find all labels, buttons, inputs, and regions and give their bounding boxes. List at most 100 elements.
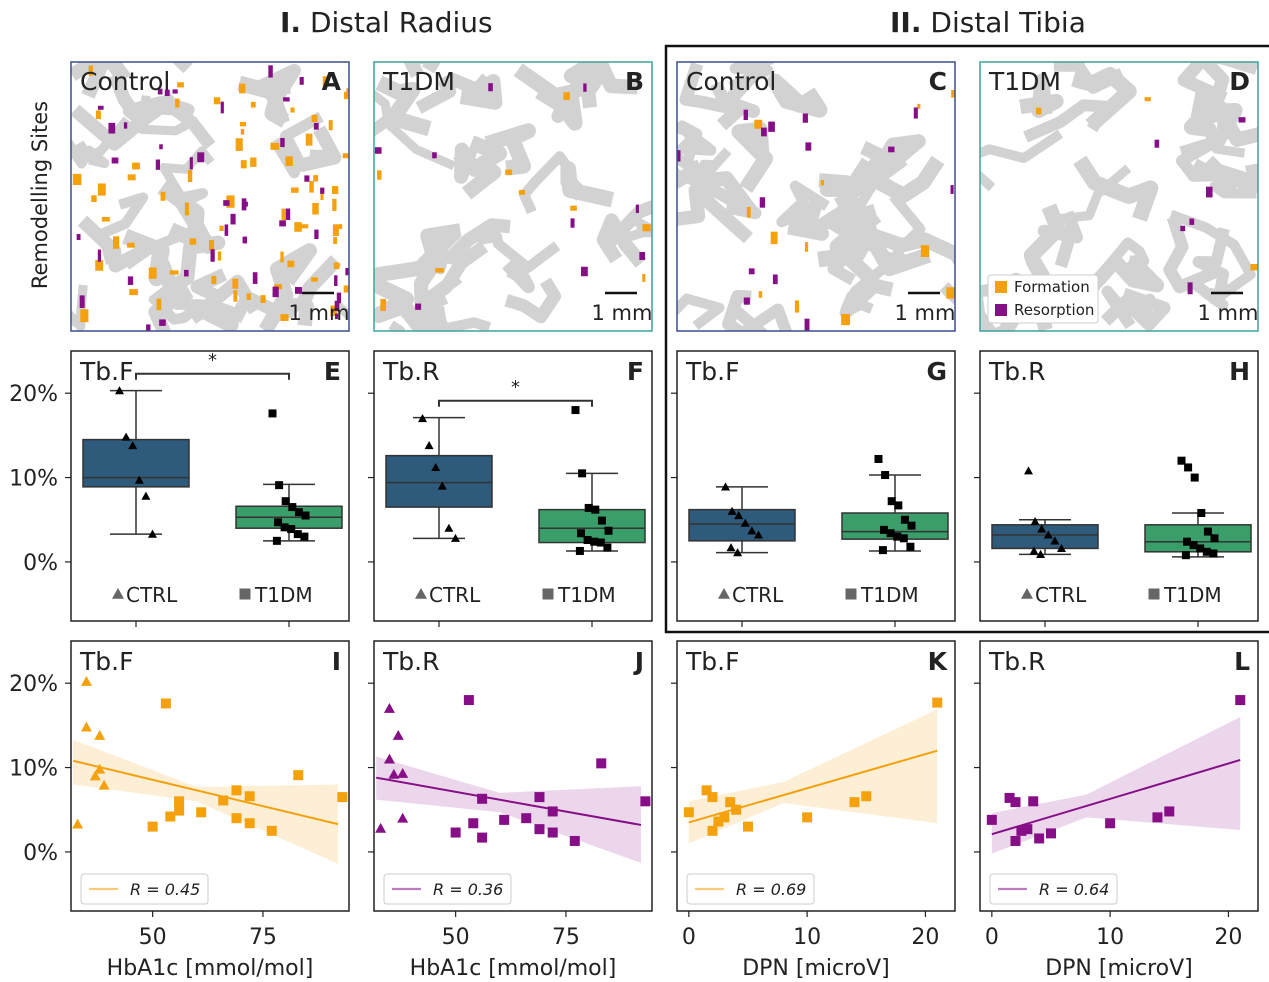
t1dm-data-point xyxy=(907,521,916,530)
formation-site xyxy=(338,224,343,230)
trabecular-bone xyxy=(461,135,508,200)
t1dm-data-point xyxy=(266,825,277,836)
t1dm-data-point xyxy=(1209,549,1218,558)
formation-site xyxy=(333,237,338,245)
ctrl-data-point xyxy=(754,530,763,539)
t1dm-data-point xyxy=(1203,527,1212,536)
t1dm-data-point xyxy=(640,796,651,807)
t1dm-data-point xyxy=(1164,806,1175,817)
formation-site xyxy=(518,189,526,195)
formation-site xyxy=(563,92,570,101)
map-group-title: Control xyxy=(686,67,776,96)
category-label: T1DM xyxy=(254,583,313,607)
trabecular-bone xyxy=(1183,86,1227,137)
regression-line xyxy=(991,759,1241,836)
confidence-band xyxy=(688,709,938,844)
r-legend: R = 0.69 xyxy=(686,873,815,905)
formation-site xyxy=(239,121,247,127)
formation-site xyxy=(280,251,284,263)
x-tick-label: 20 xyxy=(911,925,939,950)
t1dm-data-point xyxy=(1196,544,1205,553)
formation-site xyxy=(219,225,224,231)
trabecular-bone xyxy=(147,292,207,325)
panel-title: Tb.F xyxy=(79,357,133,386)
panel-g: CTRL T1DM Tb.F G xyxy=(671,350,956,627)
box-ctrl xyxy=(82,438,190,488)
map-legend: Formation Resorption xyxy=(987,274,1099,324)
formation-site xyxy=(312,202,319,215)
formation-site xyxy=(794,300,800,313)
trabecular-bone xyxy=(859,134,926,180)
t1dm-data-point xyxy=(300,532,309,541)
formation-site xyxy=(260,295,266,303)
t1dm-data-point xyxy=(569,835,580,846)
t1dm-data-point xyxy=(575,546,584,555)
t1dm-data-point xyxy=(881,471,890,480)
trabecular-bone xyxy=(884,192,926,266)
formation-site xyxy=(746,206,751,218)
formation-site xyxy=(127,242,135,248)
formation-site xyxy=(290,107,295,113)
panel-k: 0 10 20 DPN [microV] R = 0.69 Tb.F K xyxy=(671,640,956,981)
formation-site xyxy=(281,208,288,221)
formation-legend-label: Formation xyxy=(1014,278,1090,296)
formation-site xyxy=(305,133,313,146)
scale-bar-label: 1 mm xyxy=(895,301,956,325)
resorption-site xyxy=(1187,282,1193,295)
t1dm-data-point xyxy=(301,511,310,520)
trabecular-bone xyxy=(453,142,482,184)
resorption-site xyxy=(299,77,304,85)
trabecular-bone xyxy=(171,62,193,74)
t1dm-data-point xyxy=(477,793,488,804)
t1dm-data-point xyxy=(1184,463,1193,472)
resorption-site xyxy=(345,267,349,276)
t1dm-data-point xyxy=(900,515,909,524)
section-title-distal-radius: I. Distal Radius xyxy=(280,6,493,39)
x-axis-label: HbA1c [mmol/mol] xyxy=(107,956,314,981)
resorption-site xyxy=(805,142,812,151)
trabecular-bone xyxy=(563,62,638,95)
formation-site xyxy=(804,242,809,252)
ctrl-data-point xyxy=(397,767,409,778)
t1dm-data-point xyxy=(218,795,229,806)
resorption-site xyxy=(432,152,437,159)
ctrl-data-point xyxy=(424,441,434,450)
formation-site xyxy=(239,83,246,94)
ctrl-data-point xyxy=(437,481,447,490)
t1dm-data-point xyxy=(244,791,255,802)
category-label: CTRL xyxy=(1035,583,1087,607)
panel-l: 0 10 20 DPN [microV] R = 0.64 Tb.R L xyxy=(974,640,1259,981)
formation-site xyxy=(189,238,197,245)
t1dm-data-point xyxy=(1105,818,1116,829)
resorption-legend-label: Resorption xyxy=(1014,301,1094,319)
resorption-site xyxy=(210,249,215,262)
x-tick-label: 10 xyxy=(793,925,821,950)
ctrl-data-point xyxy=(115,386,124,395)
formation-site xyxy=(1035,107,1042,115)
formation-site xyxy=(80,309,89,323)
formation-site xyxy=(917,103,921,109)
formation-site xyxy=(309,181,314,193)
formation-site xyxy=(754,119,763,129)
resorption-site xyxy=(415,303,422,310)
t1dm-data-point xyxy=(1028,796,1039,807)
formation-site xyxy=(294,222,302,232)
trabecular-bone xyxy=(97,192,149,265)
map-content xyxy=(677,62,955,331)
formation-site xyxy=(642,273,646,282)
formation-site xyxy=(148,267,157,279)
plot-area xyxy=(979,350,1259,622)
formation-site xyxy=(213,97,221,105)
formation-site xyxy=(113,236,120,249)
ctrl-data-point xyxy=(734,511,744,520)
formation-site xyxy=(330,305,338,316)
resorption-site xyxy=(280,137,285,148)
t1dm-data-point xyxy=(899,534,908,543)
ctrl-data-point xyxy=(392,730,404,740)
map-content xyxy=(374,62,652,331)
t1dm-data-point xyxy=(1181,551,1190,560)
resorption-site xyxy=(272,286,279,298)
t1dm-data-point xyxy=(986,814,997,825)
ctrl-data-point xyxy=(141,491,151,500)
panel-letter: L xyxy=(1234,647,1250,676)
